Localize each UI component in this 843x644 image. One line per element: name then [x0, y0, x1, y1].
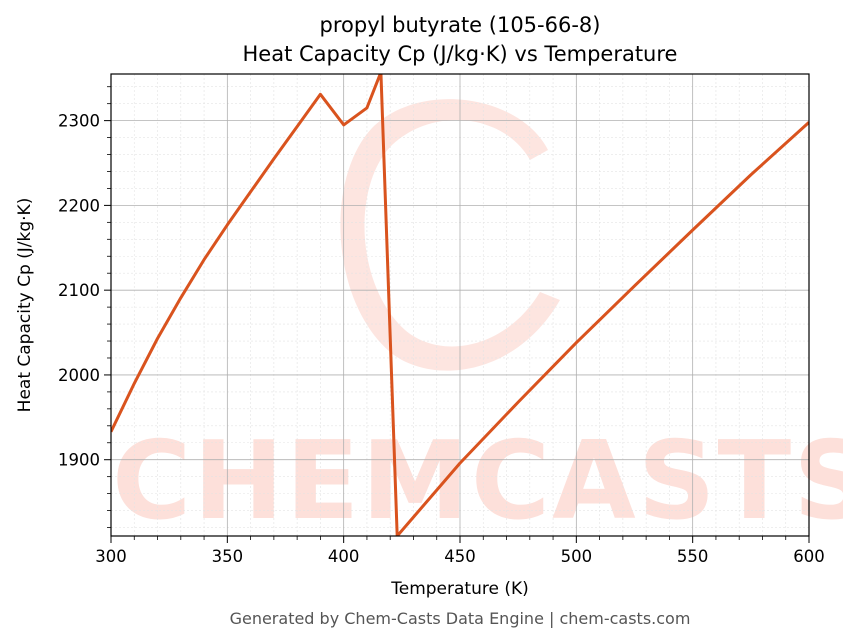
chart-title-line1: propyl butyrate (105-66-8): [320, 13, 601, 37]
x-axis-label: Temperature (K): [390, 579, 529, 599]
x-tick-label: 300: [95, 547, 127, 566]
y-tick-label: 2000: [58, 366, 100, 385]
chart-title-line2: Heat Capacity Cp (J/kg·K) vs Temperature: [243, 42, 678, 66]
axis-ticks: 300 350 400 450 500 550 600 1900 2000 2100 2200 230…: [58, 86, 825, 566]
x-tick-label: 350: [212, 547, 244, 566]
watermark-text: CHEMCASTS: [112, 419, 843, 544]
footer-credit: Generated by Chem-Casts Data Engine | ch…: [230, 609, 691, 628]
y-tick-label: 2200: [58, 196, 100, 215]
x-tick-label: 400: [328, 547, 360, 566]
x-tick-label: 450: [444, 547, 476, 566]
plot-frame: [110, 73, 810, 537]
y-axis-label: Heat Capacity Cp (J/kg·K): [15, 198, 35, 413]
x-tick-label: 600: [793, 547, 825, 566]
y-tick-label: 2100: [58, 281, 100, 300]
x-tick-label: 500: [561, 547, 593, 566]
y-tick-label: 1900: [58, 451, 100, 470]
x-tick-label: 550: [677, 547, 709, 566]
series-layer: [111, 74, 809, 536]
y-tick-label: 2300: [58, 112, 100, 131]
watermark-swirl-icon: [340, 99, 560, 371]
watermark: CHEMCASTS: [112, 99, 843, 544]
series-line-0: [111, 74, 809, 536]
